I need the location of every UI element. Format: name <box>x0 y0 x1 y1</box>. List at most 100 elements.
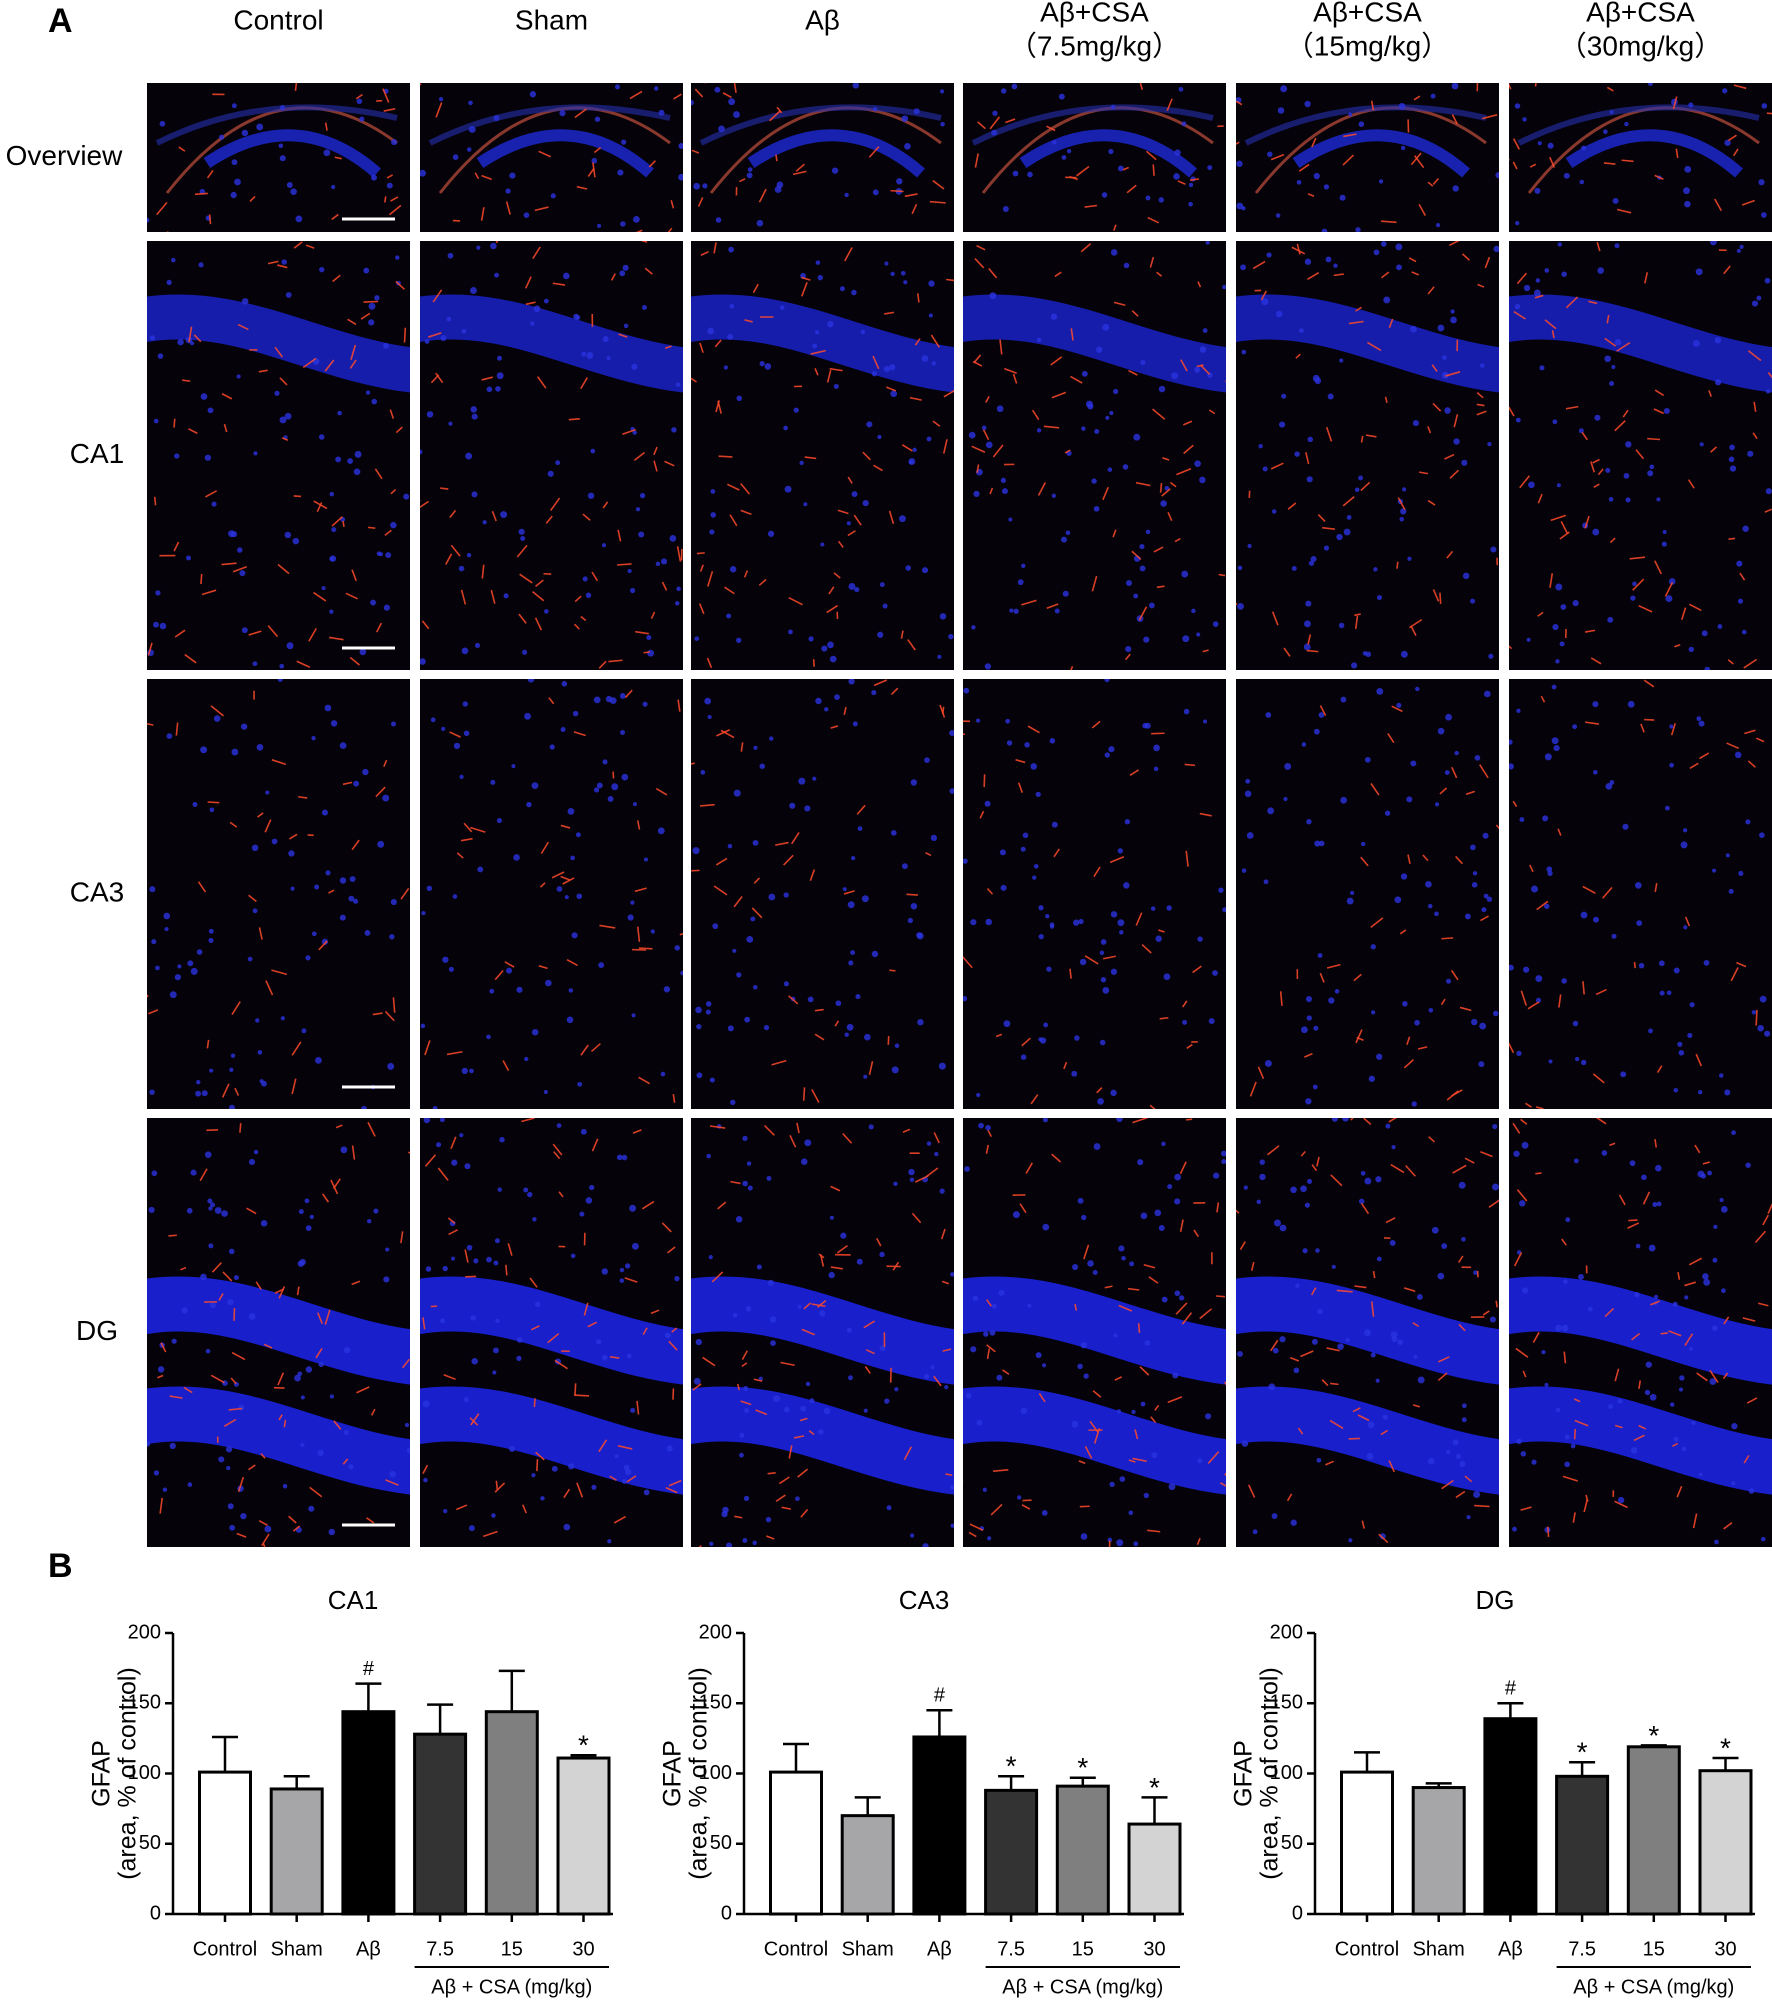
astrocyte <box>741 1362 748 1368</box>
nucleus <box>252 908 258 914</box>
astrocyte <box>1565 296 1579 309</box>
astrocyte <box>1406 1036 1411 1046</box>
nucleus <box>1113 388 1119 395</box>
astrocyte <box>1558 994 1562 1008</box>
nucleus <box>570 855 575 861</box>
astrocyte <box>968 1531 977 1538</box>
nucleus <box>1133 1541 1139 1547</box>
astrocyte <box>1449 241 1460 247</box>
nucleus <box>1241 1440 1249 1447</box>
nucleus <box>241 129 249 137</box>
nucleus <box>547 470 554 477</box>
astrocyte <box>1563 1351 1567 1364</box>
astrocyte <box>811 1088 820 1103</box>
nucleus <box>1109 410 1114 416</box>
column-header: （15mg/kg） <box>1286 30 1449 61</box>
nucleus <box>852 83 860 89</box>
nucleus <box>214 1207 222 1214</box>
astrocyte <box>350 344 357 360</box>
astrocyte <box>1149 1104 1156 1109</box>
nucleus <box>200 746 208 754</box>
astrocyte <box>1355 1029 1363 1044</box>
nucleus <box>318 1361 324 1368</box>
nucleus <box>1129 1261 1135 1267</box>
nucleus <box>1729 465 1737 472</box>
nucleus <box>705 1001 712 1007</box>
nucleus <box>680 970 683 976</box>
nucleus <box>861 895 869 903</box>
micrograph <box>1509 679 1772 1109</box>
nucleus <box>523 1187 529 1193</box>
astrocyte <box>554 1359 568 1370</box>
nucleus <box>1093 1143 1101 1150</box>
astrocyte <box>1348 1437 1360 1440</box>
nucleus <box>694 636 700 641</box>
astrocyte <box>1767 372 1772 379</box>
nucleus <box>1644 1389 1651 1396</box>
astrocyte <box>889 969 896 972</box>
astrocyte <box>1536 900 1549 911</box>
astrocyte <box>1440 998 1446 1006</box>
nucleus <box>1681 1446 1687 1452</box>
nucleus <box>937 654 942 659</box>
nucleus <box>1110 1089 1117 1097</box>
nucleus <box>1522 1287 1529 1294</box>
nucleus <box>486 1034 491 1040</box>
astrocyte <box>992 444 1004 458</box>
astrocyte <box>1162 457 1170 461</box>
astrocyte <box>221 1083 230 1098</box>
astrocyte <box>1354 615 1359 630</box>
astrocyte <box>255 1281 262 1290</box>
nucleus <box>490 242 497 250</box>
nucleus <box>1630 595 1636 601</box>
nucleus <box>1071 1420 1079 1428</box>
nucleus <box>1658 960 1665 967</box>
nucleus <box>1728 456 1735 463</box>
nucleus <box>209 807 215 813</box>
astrocyte <box>1583 1499 1589 1513</box>
astrocyte <box>1064 449 1071 454</box>
astrocyte <box>347 318 357 326</box>
nucleus <box>860 329 866 335</box>
nucleus <box>1205 241 1210 245</box>
astrocyte <box>715 857 728 866</box>
micrograph-bg <box>691 679 954 1109</box>
nucleus <box>871 950 879 958</box>
nucleus <box>563 272 570 280</box>
astrocyte <box>1747 350 1762 362</box>
micrograph <box>1509 241 1772 670</box>
nucleus <box>1110 104 1116 110</box>
astrocyte <box>758 578 767 586</box>
astrocyte <box>698 603 705 615</box>
nucleus <box>647 649 655 657</box>
micrograph-bg <box>963 83 1226 232</box>
astrocyte <box>888 510 895 525</box>
nucleus <box>693 1377 701 1385</box>
nucleus <box>1572 1020 1579 1027</box>
nucleus <box>972 1295 979 1302</box>
nucleus <box>1539 365 1545 371</box>
nucleus <box>439 1118 445 1123</box>
astrocyte <box>1185 1118 1193 1121</box>
nucleus <box>1275 310 1283 318</box>
nucleus <box>783 892 789 898</box>
nucleus <box>846 521 851 526</box>
nucleus <box>753 985 758 990</box>
astrocyte <box>796 1122 800 1134</box>
nucleus <box>1563 1279 1568 1285</box>
astrocyte <box>1458 1255 1464 1263</box>
astrocyte <box>1300 1350 1314 1358</box>
nucleus <box>1641 1174 1647 1181</box>
astrocyte <box>271 969 288 976</box>
astrocyte <box>624 689 633 699</box>
nucleus <box>1012 170 1019 177</box>
astrocyte <box>1631 1332 1641 1341</box>
nucleus <box>1017 579 1024 586</box>
astrocyte <box>428 332 442 338</box>
astrocyte <box>1015 759 1026 764</box>
astrocyte <box>816 1299 827 1308</box>
bar <box>413 1732 468 1916</box>
nucleus <box>1237 1350 1243 1357</box>
nucleus <box>166 733 173 739</box>
astrocyte <box>298 795 308 799</box>
